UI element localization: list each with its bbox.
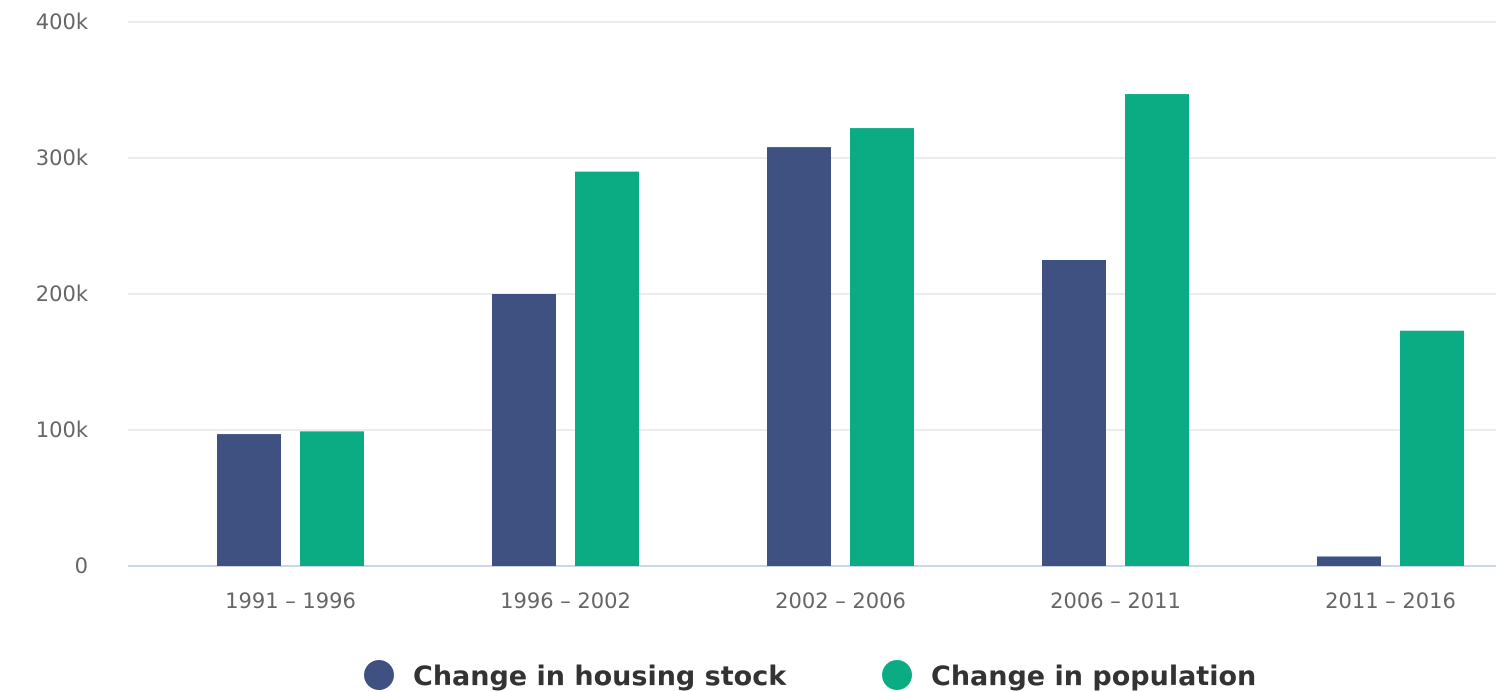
y-tick-label: 400k (36, 10, 89, 34)
y-tick-label: 0 (75, 554, 88, 578)
bar-housing-stock (767, 147, 831, 566)
legend-label: Change in housing stock (413, 661, 787, 692)
x-tick-label: 2006 – 2011 (1050, 589, 1181, 613)
bar-housing-stock (217, 434, 281, 566)
y-tick-label: 200k (36, 282, 89, 306)
x-axis-ticks: 1991 – 1996 1996 – 2002 2002 – 2006 2006 – … (225, 589, 1456, 613)
bar-population (1400, 330, 1464, 566)
x-tick-label: 1996 – 2002 (500, 589, 631, 613)
y-tick-label: 100k (36, 418, 89, 442)
legend-marker (882, 660, 912, 690)
x-tick-label: 2011 – 2016 (1325, 589, 1456, 613)
y-axis-ticks: 0 100k 200k 300k 400k (36, 10, 89, 578)
bar-population (575, 171, 639, 566)
x-tick-label: 1991 – 1996 (225, 589, 356, 613)
bar-population (850, 128, 914, 566)
bar-population (300, 431, 364, 566)
bar-housing-stock (492, 294, 556, 566)
legend-marker (364, 660, 394, 690)
bar-housing-stock (1042, 260, 1106, 566)
bar-population (1125, 94, 1189, 566)
bar-housing-stock (1317, 556, 1381, 566)
legend: Change in housing stock Change in populat… (364, 660, 1256, 692)
legend-label: Change in population (931, 661, 1256, 692)
x-tick-label: 2002 – 2006 (775, 589, 906, 613)
bars (217, 94, 1464, 566)
y-tick-label: 300k (36, 146, 89, 170)
